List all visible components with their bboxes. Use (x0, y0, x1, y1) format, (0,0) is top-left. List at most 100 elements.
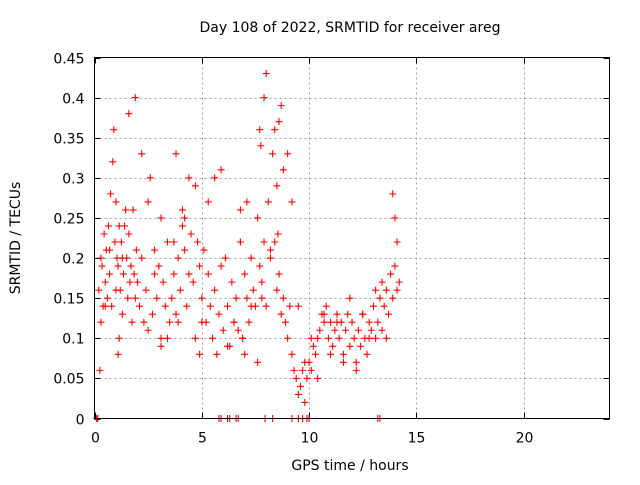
data-point (316, 326, 324, 334)
data-point (146, 174, 154, 182)
data-point (206, 302, 214, 310)
data-point (363, 350, 371, 358)
data-point (170, 238, 178, 246)
data-point (357, 342, 365, 350)
y-tick-label: 0.35 (53, 132, 84, 148)
data-point (157, 342, 165, 350)
data-point (172, 150, 180, 158)
data-point (151, 270, 159, 278)
data-point (307, 334, 315, 342)
data-point (236, 206, 244, 214)
data-point (191, 334, 199, 342)
data-point (187, 230, 195, 238)
data-point (121, 222, 129, 230)
data-point (352, 358, 360, 366)
x-tick-label: 20 (516, 431, 534, 447)
data-point (185, 270, 193, 278)
data-point (142, 286, 150, 294)
data-point (114, 262, 122, 270)
data-point (133, 278, 141, 286)
data-point (101, 302, 109, 310)
data-point (292, 374, 300, 382)
data-point (129, 206, 137, 214)
data-point (144, 326, 152, 334)
y-tick-label: 0.2 (62, 252, 84, 268)
y-tick-label: 0.1 (62, 332, 84, 348)
data-point (107, 190, 115, 198)
data-point (376, 294, 384, 302)
grid (94, 57, 610, 419)
data-point (148, 310, 156, 318)
data-point (262, 302, 270, 310)
data-point (178, 206, 186, 214)
data-points (93, 70, 403, 422)
data-point (348, 318, 356, 326)
data-point (320, 318, 328, 326)
data-point (342, 326, 350, 334)
data-point (245, 318, 253, 326)
data-point (279, 294, 287, 302)
data-point (200, 246, 208, 254)
y-tick-label: 0.4 (62, 92, 84, 108)
data-point (241, 270, 249, 278)
data-point (185, 174, 193, 182)
data-point (249, 286, 257, 294)
data-point (157, 334, 165, 342)
data-point (136, 302, 144, 310)
data-point (191, 182, 199, 190)
data-point (198, 318, 206, 326)
data-point (301, 358, 309, 366)
data-point (111, 238, 119, 246)
data-point (301, 398, 309, 406)
data-point (153, 294, 161, 302)
data-point (166, 318, 174, 326)
data-point (367, 326, 375, 334)
data-point (172, 310, 180, 318)
y-tick-label: 0 (76, 413, 85, 429)
data-point (312, 350, 320, 358)
data-point (329, 342, 337, 350)
data-point (346, 342, 354, 350)
data-point (161, 302, 169, 310)
data-point (260, 94, 268, 102)
data-point (97, 254, 105, 262)
data-point (138, 150, 146, 158)
data-point (264, 198, 272, 206)
chart-title: Day 108 of 2022, SRMTID for receiver are… (200, 20, 501, 36)
data-point (144, 198, 152, 206)
data-point (97, 318, 105, 326)
data-point (365, 334, 373, 342)
data-point (331, 326, 339, 334)
data-point (236, 238, 244, 246)
data-point (256, 262, 264, 270)
data-point (163, 334, 171, 342)
data-point (273, 286, 281, 294)
data-point (284, 150, 292, 158)
data-point (324, 334, 332, 342)
data-point (101, 278, 109, 286)
data-point (168, 294, 176, 302)
plot-frame (94, 57, 610, 419)
data-point (271, 126, 279, 134)
data-point (130, 270, 138, 278)
data-point (131, 94, 139, 102)
data-point (211, 286, 219, 294)
x-tick-label: 10 (301, 431, 319, 447)
data-point (224, 302, 232, 310)
data-point (118, 254, 126, 262)
data-point (294, 302, 302, 310)
data-point (387, 270, 395, 278)
data-point (239, 334, 247, 342)
data-point (284, 334, 292, 342)
data-point (297, 382, 304, 390)
data-point (209, 334, 217, 342)
data-point (382, 286, 390, 294)
data-point (256, 126, 264, 134)
y-tick-label: 0.25 (53, 212, 84, 228)
data-point (234, 326, 242, 334)
data-point (138, 254, 146, 262)
data-point (122, 206, 130, 214)
data-point (294, 390, 302, 398)
